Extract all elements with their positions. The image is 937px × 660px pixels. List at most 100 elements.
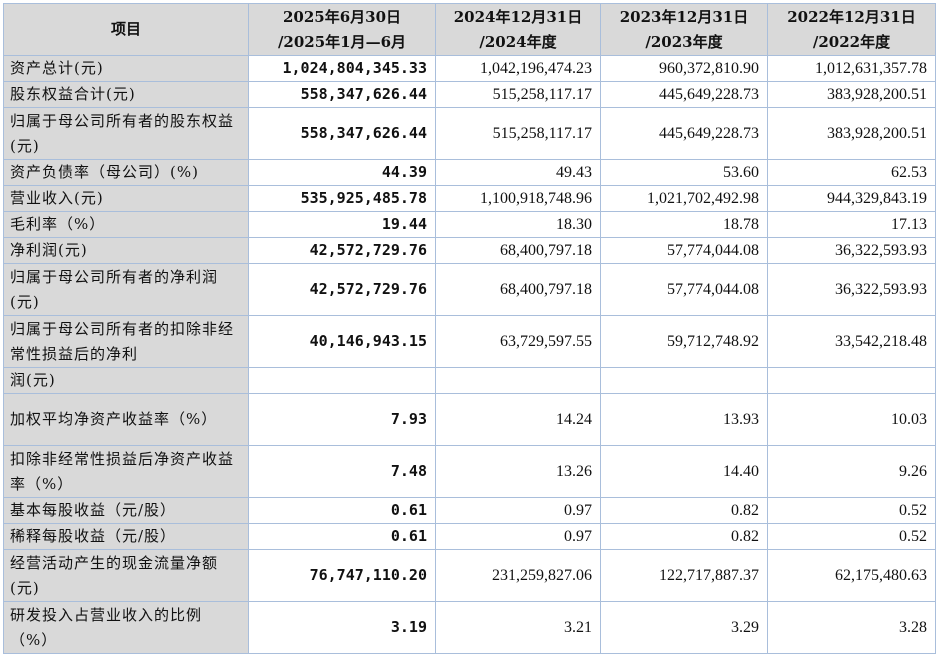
row-label: 扣除非经常性损益后净资产收益率（%） bbox=[3, 445, 249, 498]
value-cell: 57,774,044.08 bbox=[600, 237, 768, 264]
value-cell: 231,259,827.06 bbox=[435, 549, 601, 602]
value-cell: 383,928,200.51 bbox=[767, 107, 936, 160]
value-cell: 515,258,117.17 bbox=[435, 81, 601, 108]
value-cell: 445,649,228.73 bbox=[600, 81, 768, 108]
value-cell: 960,372,810.90 bbox=[600, 55, 768, 82]
table-row: 稀释每股收益（元/股） 0.61 0.97 0.82 0.52 bbox=[3, 523, 936, 550]
row-label: 营业收入(元) bbox=[3, 185, 249, 212]
value-cell: 13.93 bbox=[600, 393, 768, 446]
value-cell: 122,717,887.37 bbox=[600, 549, 768, 602]
value-cell: 62,175,480.63 bbox=[767, 549, 936, 602]
table-row: 毛利率（%） 19.44 18.30 18.78 17.13 bbox=[3, 211, 936, 238]
table-row: 润(元) bbox=[3, 367, 936, 394]
value-cell: 7.48 bbox=[248, 445, 436, 498]
value-cell: 558,347,626.44 bbox=[248, 81, 436, 108]
value-cell: 445,649,228.73 bbox=[600, 107, 768, 160]
value-cell: 42,572,729.76 bbox=[248, 237, 436, 264]
value-cell: 76,747,110.20 bbox=[248, 549, 436, 602]
value-cell: 0.52 bbox=[767, 497, 936, 524]
value-cell: 1,042,196,474.23 bbox=[435, 55, 601, 82]
value-cell: 57,774,044.08 bbox=[600, 263, 768, 316]
header-row: 项目 2025年6月30日 /2025年1月—6月 2024年12月31日 /202… bbox=[3, 3, 936, 56]
value-cell: 40,146,943.15 bbox=[248, 315, 436, 368]
table-row: 经营活动产生的现金流量净额(元) 76,747,110.20 231,259,827… bbox=[3, 549, 936, 602]
row-label: 归属于母公司所有者的股东权益(元) bbox=[3, 107, 249, 160]
value-cell: 44.39 bbox=[248, 159, 436, 186]
row-label: 润(元) bbox=[3, 367, 249, 394]
value-cell: 19.44 bbox=[248, 211, 436, 238]
table-row: 股东权益合计(元) 558,347,626.44 515,258,117.17 445… bbox=[3, 81, 936, 108]
value-cell: 42,572,729.76 bbox=[248, 263, 436, 316]
table-row: 净利润(元) 42,572,729.76 68,400,797.18 57,774,0… bbox=[3, 237, 936, 264]
value-cell: 3.19 bbox=[248, 601, 436, 654]
value-cell: 53.60 bbox=[600, 159, 768, 186]
value-cell: 0.97 bbox=[435, 497, 601, 524]
value-cell: 63,729,597.55 bbox=[435, 315, 601, 368]
row-label: 资产总计(元) bbox=[3, 55, 249, 82]
value-cell: 14.40 bbox=[600, 445, 768, 498]
table-row: 归属于母公司所有者的股东权益(元) 558,347,626.44 515,258,1… bbox=[3, 107, 936, 160]
value-cell: 558,347,626.44 bbox=[248, 107, 436, 160]
header-period: 2022年12月31日 /2022年度 bbox=[767, 3, 936, 56]
value-cell: 10.03 bbox=[767, 393, 936, 446]
value-cell: 9.26 bbox=[767, 445, 936, 498]
table-row: 基本每股收益（元/股） 0.61 0.97 0.82 0.52 bbox=[3, 497, 936, 524]
row-label: 经营活动产生的现金流量净额(元) bbox=[3, 549, 249, 602]
table-row: 归属于母公司所有者的净利润(元) 42,572,729.76 68,400,797.… bbox=[3, 263, 936, 316]
value-cell bbox=[248, 367, 436, 394]
row-label: 稀释每股收益（元/股） bbox=[3, 523, 249, 550]
table-row: 资产负债率（母公司）(%) 44.39 49.43 53.60 62.53 bbox=[3, 159, 936, 186]
value-cell: 3.29 bbox=[600, 601, 768, 654]
value-cell: 36,322,593.93 bbox=[767, 237, 936, 264]
value-cell: 0.52 bbox=[767, 523, 936, 550]
value-cell: 68,400,797.18 bbox=[435, 237, 601, 264]
value-cell: 515,258,117.17 bbox=[435, 107, 601, 160]
header-period: 2025年6月30日 /2025年1月—6月 bbox=[248, 3, 436, 56]
value-cell: 59,712,748.92 bbox=[600, 315, 768, 368]
row-label: 资产负债率（母公司）(%) bbox=[3, 159, 249, 186]
value-cell: 3.28 bbox=[767, 601, 936, 654]
header-period: 2024年12月31日 /2024年度 bbox=[435, 3, 601, 56]
value-cell: 13.26 bbox=[435, 445, 601, 498]
value-cell bbox=[600, 367, 768, 394]
row-label: 归属于母公司所有者的净利润(元) bbox=[3, 263, 249, 316]
row-label: 基本每股收益（元/股） bbox=[3, 497, 249, 524]
value-cell: 1,024,804,345.33 bbox=[248, 55, 436, 82]
value-cell: 1,021,702,492.98 bbox=[600, 185, 768, 212]
value-cell: 36,322,593.93 bbox=[767, 263, 936, 316]
value-cell: 49.43 bbox=[435, 159, 601, 186]
value-cell: 0.82 bbox=[600, 497, 768, 524]
value-cell: 7.93 bbox=[248, 393, 436, 446]
table-row: 扣除非经常性损益后净资产收益率（%） 7.48 13.26 14.40 9.26 bbox=[3, 445, 936, 498]
row-label: 加权平均净资产收益率（%） bbox=[3, 393, 249, 446]
value-cell: 33,542,218.48 bbox=[767, 315, 936, 368]
value-cell bbox=[767, 367, 936, 394]
value-cell: 3.21 bbox=[435, 601, 601, 654]
row-label: 归属于母公司所有者的扣除非经常性损益后的净利 bbox=[3, 315, 249, 368]
table-row: 研发投入占营业收入的比例（%） 3.19 3.21 3.29 3.28 bbox=[3, 601, 936, 654]
value-cell: 535,925,485.78 bbox=[248, 185, 436, 212]
value-cell: 0.82 bbox=[600, 523, 768, 550]
value-cell: 0.61 bbox=[248, 523, 436, 550]
value-cell: 17.13 bbox=[767, 211, 936, 238]
header-item: 项目 bbox=[3, 3, 249, 56]
table-row: 营业收入(元) 535,925,485.78 1,100,918,748.96 1,0… bbox=[3, 185, 936, 212]
table-row: 归属于母公司所有者的扣除非经常性损益后的净利 40,146,943.15 63,72… bbox=[3, 315, 936, 368]
row-label: 净利润(元) bbox=[3, 237, 249, 264]
value-cell: 0.97 bbox=[435, 523, 601, 550]
row-label: 股东权益合计(元) bbox=[3, 81, 249, 108]
value-cell: 14.24 bbox=[435, 393, 601, 446]
row-label: 毛利率（%） bbox=[3, 211, 249, 238]
row-label: 研发投入占营业收入的比例（%） bbox=[3, 601, 249, 654]
value-cell: 1,100,918,748.96 bbox=[435, 185, 601, 212]
value-cell: 68,400,797.18 bbox=[435, 263, 601, 316]
value-cell bbox=[435, 367, 601, 394]
financial-summary-table: 项目 2025年6月30日 /2025年1月—6月 2024年12月31日 /202… bbox=[3, 3, 936, 654]
table-row: 加权平均净资产收益率（%） 7.93 14.24 13.93 10.03 bbox=[3, 393, 936, 446]
value-cell: 18.30 bbox=[435, 211, 601, 238]
value-cell: 1,012,631,357.78 bbox=[767, 55, 936, 82]
value-cell: 944,329,843.19 bbox=[767, 185, 936, 212]
value-cell: 18.78 bbox=[600, 211, 768, 238]
value-cell: 383,928,200.51 bbox=[767, 81, 936, 108]
table-row: 资产总计(元) 1,024,804,345.33 1,042,196,474.23 9… bbox=[3, 55, 936, 82]
